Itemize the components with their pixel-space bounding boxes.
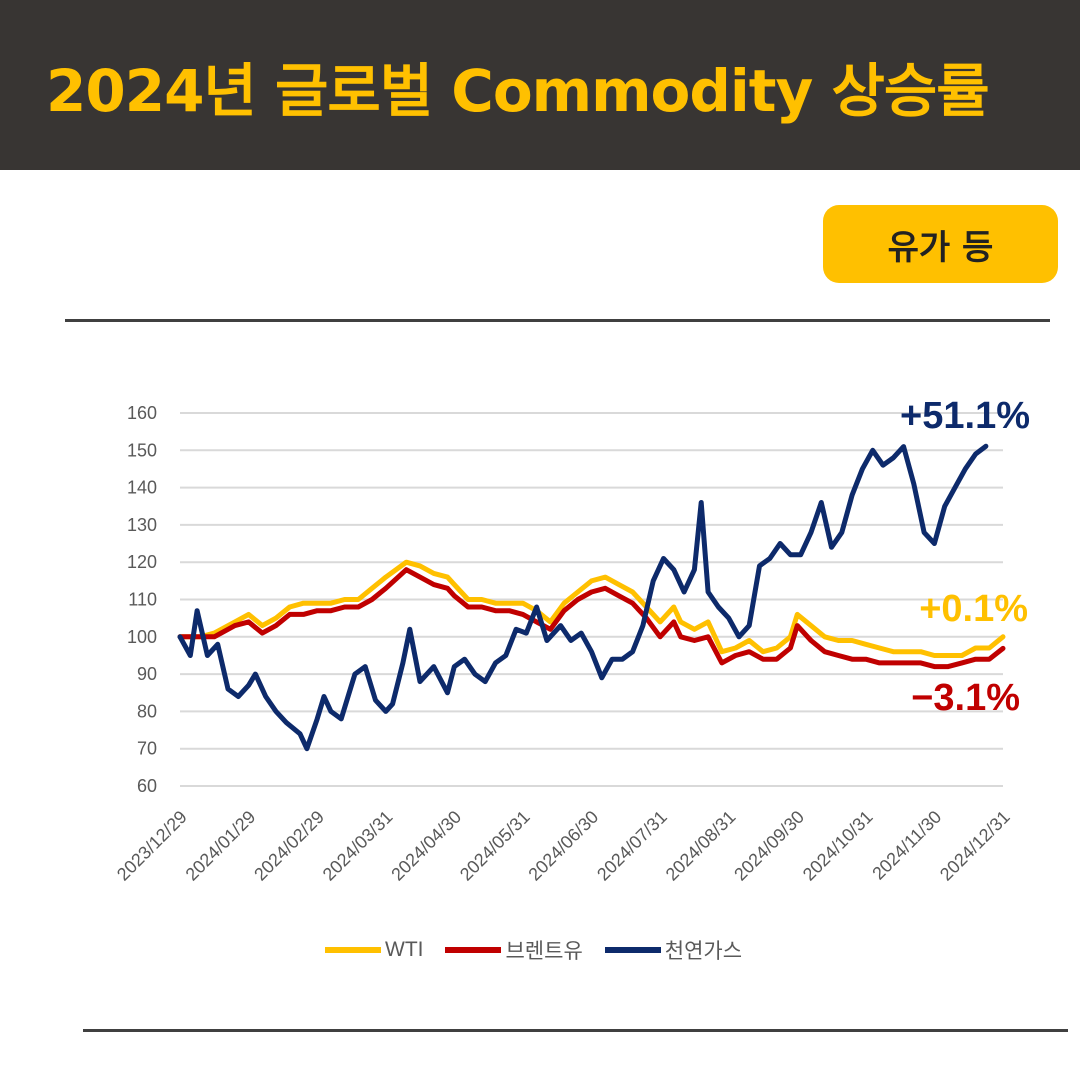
- series-line-brent: [177, 567, 1006, 670]
- y-tick-label: 120: [127, 552, 157, 572]
- legend-label-gas: 천연가스: [664, 940, 743, 963]
- x-tick-label: 2024/11/30: [868, 807, 945, 884]
- y-tick-label: 80: [137, 701, 157, 721]
- legend-label-brent: 브렌트유: [505, 940, 583, 963]
- bottom-divider: [83, 1029, 1068, 1032]
- x-axis-ticks: 2023/12/292024/01/292024/02/292024/03/31…: [113, 807, 1014, 885]
- x-tick-label: 2024/03/31: [319, 807, 397, 885]
- legend-item-wti: WTI: [325, 938, 423, 962]
- annotation-gas: +51.1%: [900, 395, 1030, 437]
- x-tick-label: 2024/02/29: [250, 807, 328, 885]
- y-tick-label: 100: [127, 627, 157, 647]
- page-title: 2024년 글로벌 Commodity 상승률: [46, 57, 990, 125]
- x-tick-label: 2024/08/31: [662, 807, 740, 885]
- series-line-wti: [177, 559, 1006, 658]
- legend-item-brent: 브렌트유: [445, 935, 583, 965]
- y-tick-label: 90: [137, 664, 157, 684]
- y-tick-label: 150: [127, 440, 157, 460]
- annotation-wti: +0.1%: [919, 588, 1028, 630]
- gridlines: [180, 412, 1003, 787]
- legend-label-wti: WTI: [385, 938, 424, 961]
- series-lines: [177, 443, 1006, 752]
- y-tick-label: 60: [137, 776, 157, 796]
- legend-swatch-gas: [604, 947, 661, 953]
- x-tick-label: 2024/01/29: [182, 807, 260, 885]
- y-tick-label: 140: [127, 478, 157, 498]
- y-tick-label: 70: [137, 739, 157, 759]
- top-divider: [65, 319, 1050, 322]
- line-chart: 60 70 80 90 100 110 120 130 140 150 160 2023/12/29…: [113, 395, 1030, 885]
- x-tick-label: 2024/04/30: [387, 807, 465, 885]
- legend-swatch-brent: [445, 947, 502, 953]
- legend-swatch-wti: [325, 947, 381, 953]
- x-tick-label: 2023/12/29: [113, 807, 191, 885]
- y-tick-label: 160: [127, 403, 157, 423]
- annotation-brent: −3.1%: [911, 677, 1020, 719]
- y-axis-ticks: 60 70 80 90 100 110 120 130 140 150 160: [127, 403, 157, 796]
- x-tick-label: 2024/09/30: [730, 807, 808, 885]
- x-tick-label: 2024/07/31: [593, 807, 671, 885]
- series-line-gas: [177, 443, 989, 752]
- x-tick-label: 2024/05/31: [456, 807, 534, 885]
- header-bar: 2024년 글로벌 Commodity 상승률: [0, 0, 1080, 170]
- y-tick-label: 110: [128, 590, 157, 610]
- chart-legend: WTI 브렌트유 천연가스: [325, 935, 764, 965]
- x-tick-label: 2024/10/31: [799, 807, 877, 885]
- x-tick-label: 2024/12/31: [936, 807, 1014, 885]
- category-badge: 유가 등: [823, 205, 1058, 283]
- x-tick-label: 2024/06/30: [524, 807, 602, 885]
- legend-item-gas: 천연가스: [604, 935, 743, 965]
- y-tick-label: 130: [127, 515, 157, 535]
